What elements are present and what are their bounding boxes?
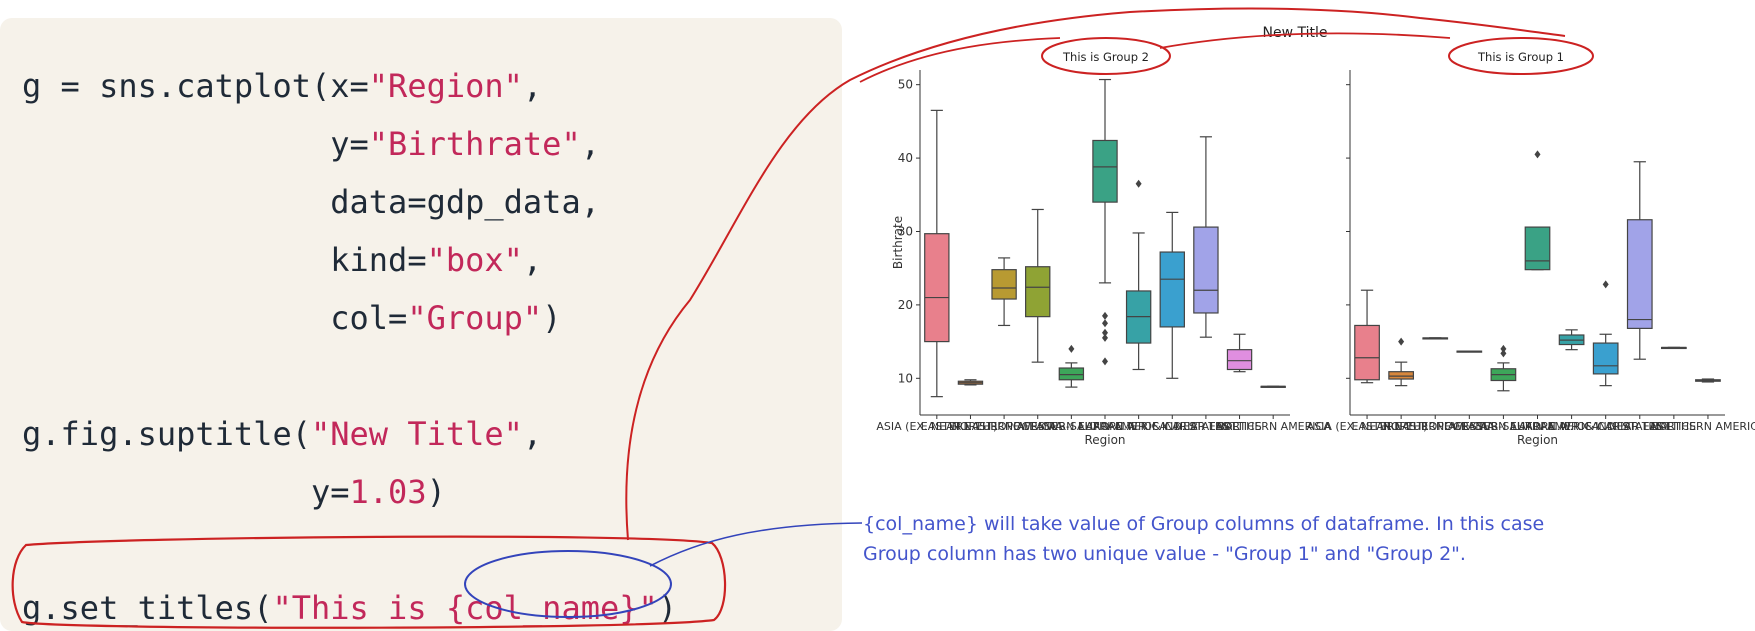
facet-title: This is Group 2: [1062, 50, 1149, 64]
box-body: [1388, 371, 1415, 380]
code-token: ,: [522, 241, 543, 279]
code-token: "box": [426, 241, 523, 279]
code-token: "Group": [407, 299, 543, 337]
code-token: "Birthrate": [368, 125, 581, 163]
x-axis-label: Region: [1517, 433, 1558, 447]
box-flier: [1534, 150, 1541, 159]
box-flier: [1068, 344, 1075, 353]
code-token: ,: [522, 67, 543, 105]
code-token: data=gdp_data,: [22, 183, 600, 221]
chart-suptitle: New Title: [1263, 25, 1328, 41]
box-body: [1354, 324, 1380, 381]
x-tick-label: NEAR EAST: [1609, 420, 1671, 433]
code-line: data=gdp_data,: [22, 182, 600, 222]
x-tick-label: NORTHERN AMERICA: [1650, 420, 1755, 433]
code-token: col=: [22, 299, 408, 337]
code-token: 1.03: [349, 473, 427, 511]
code-token: "New Title": [310, 415, 523, 453]
x-tick-label: BALTICS: [1652, 420, 1696, 433]
box-body: [1226, 349, 1253, 371]
code-token: y=: [22, 473, 350, 511]
code-token: ,: [580, 125, 600, 163]
box-flier: [1102, 333, 1108, 342]
code-line: g.fig.suptitle("New Title",: [22, 414, 542, 454]
box-body: [1592, 342, 1619, 375]
code-line: kind="box",: [22, 240, 542, 280]
code-line: g = sns.catplot(x="Region",: [22, 66, 542, 106]
code-token: ): [542, 299, 562, 337]
x-axis-label: Region: [1084, 433, 1125, 447]
facet-title: This is Group 1: [1477, 50, 1564, 64]
code-token: "Region": [368, 67, 523, 105]
box-body: [1524, 226, 1551, 271]
y-tick-label: 50: [898, 78, 913, 92]
y-tick-label: 20: [898, 298, 913, 312]
code-line: y="Birthrate",: [22, 124, 600, 164]
code-token: ,: [522, 415, 543, 453]
y-axis-label: Birthrate: [891, 216, 905, 269]
y-tick-label: 10: [898, 371, 913, 385]
box-body: [924, 233, 950, 343]
box-flier: [1102, 319, 1108, 328]
code-line: y=1.03): [22, 472, 446, 512]
box-flier: [1602, 280, 1609, 289]
box-body: [1626, 219, 1653, 329]
box-body: [991, 269, 1017, 300]
box-body: [1092, 139, 1118, 203]
x-tick-label: C.W. OF IND. STATES: [1549, 420, 1662, 433]
annotation-note-line-2: Group column has two unique value - "Gro…: [863, 543, 1466, 565]
code-token: g.fig.suptitle(: [22, 415, 311, 453]
box-flier: [1102, 311, 1108, 320]
code-token: g = sns.catplot(x=: [22, 67, 369, 105]
box-body: [1193, 226, 1219, 314]
code-token: ): [426, 473, 446, 511]
code-line: col="Group"): [22, 298, 561, 338]
code-token: kind=: [22, 241, 427, 279]
box-body: [1058, 367, 1085, 381]
box-flier: [1102, 357, 1108, 366]
box-flier: [1500, 349, 1507, 358]
box-flier: [1135, 179, 1142, 188]
box-body: [1159, 251, 1185, 328]
box-flier: [1398, 337, 1405, 346]
y-tick-label: 40: [898, 151, 913, 165]
annotation-note-line-1: {col_name} will take value of Group colu…: [863, 513, 1545, 535]
box-body: [1025, 266, 1051, 318]
code-token: y=: [22, 125, 369, 163]
